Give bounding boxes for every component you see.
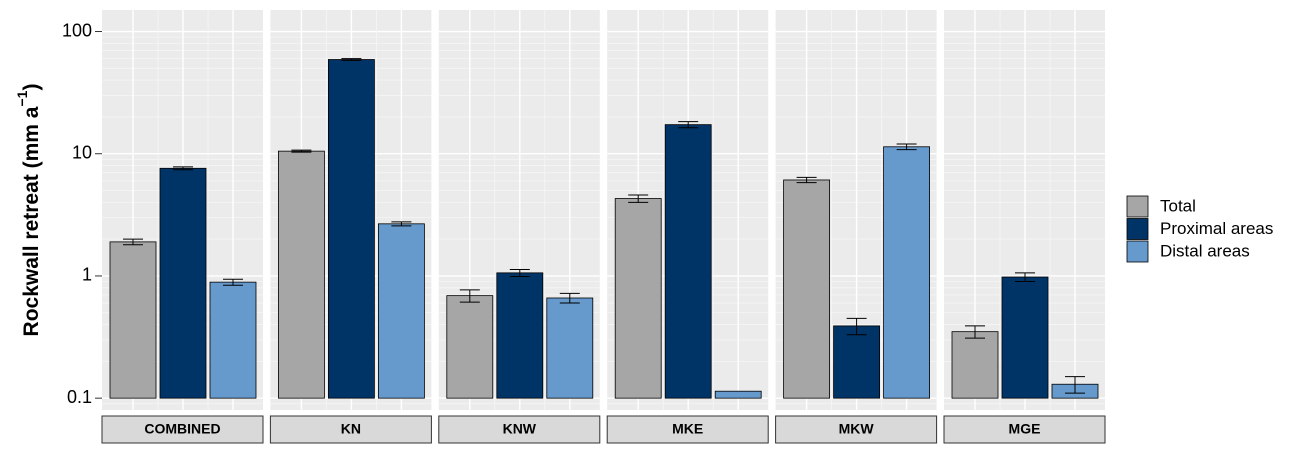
facet-strip (943, 415, 1106, 444)
bar (1001, 276, 1049, 399)
y-tick-label: 10 (72, 142, 92, 162)
facet-label: KNW (503, 421, 537, 437)
facet-label: MKE (672, 421, 703, 437)
bar (714, 390, 762, 399)
bar (833, 325, 880, 399)
facet-label: MKW (839, 421, 875, 437)
y-tick-label: 0.1 (67, 387, 92, 407)
bar (109, 241, 157, 399)
legend-label: Total (1160, 196, 1196, 215)
facet-label: KN (341, 421, 361, 437)
legend-swatch (1126, 218, 1149, 240)
y-axis-label-suffix: ) (20, 84, 43, 91)
y-axis-label-text: Rockwall retreat (mm a (20, 106, 43, 336)
legend-label: Proximal areas (1160, 219, 1273, 238)
bar (783, 179, 830, 399)
bar (883, 146, 930, 399)
legend-swatch (1126, 195, 1149, 218)
y-axis-label-superscript: −1 (14, 90, 30, 106)
facet-strip (606, 415, 769, 444)
bar (159, 167, 207, 399)
facet-strip (269, 415, 432, 444)
bar (277, 150, 325, 399)
bar (446, 295, 494, 399)
y-tick-label: 1 (82, 265, 92, 285)
bar (377, 223, 425, 399)
facet-strip (775, 415, 938, 444)
bar (664, 124, 712, 399)
legend-swatch (1126, 240, 1149, 263)
bar (209, 281, 257, 399)
facet-label: MGE (1009, 421, 1041, 437)
bar (546, 297, 594, 399)
y-tick-label: 100 (62, 20, 92, 40)
facet-strip (438, 415, 601, 444)
bar (614, 198, 662, 399)
facet-label: COMBINED (144, 421, 220, 437)
facet-strip (101, 415, 264, 444)
bar (496, 272, 544, 399)
bar (327, 59, 375, 399)
legend-label: Distal areas (1160, 241, 1250, 260)
y-axis-label: Rockwall retreat (mm a−1) (14, 84, 43, 337)
bar (951, 331, 999, 399)
